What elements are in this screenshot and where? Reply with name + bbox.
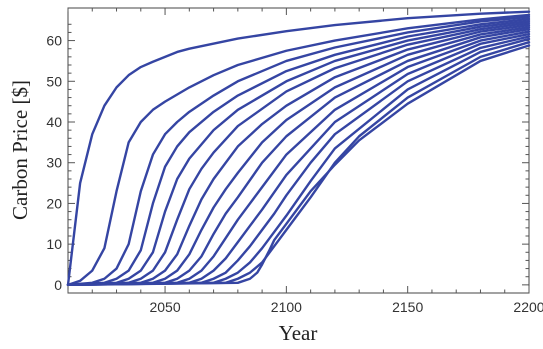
series-lines: [66, 10, 531, 287]
series-line-5: [66, 19, 531, 287]
axis-ticks: [67, 8, 530, 293]
y-tick-label: 50: [46, 73, 62, 89]
series-line-1: [66, 10, 531, 287]
series-line-14: [66, 41, 531, 287]
series-line-8: [66, 25, 531, 287]
x-tick-labels: 2050 2100 2150 2200: [149, 299, 543, 315]
y-tick-label: 10: [46, 236, 62, 252]
series-line-3: [66, 15, 531, 287]
x-tick-label: 2050: [149, 299, 180, 315]
series-line-7: [66, 23, 531, 287]
x-tick-label: 2150: [392, 299, 423, 315]
y-tick-label: 40: [46, 114, 62, 130]
series-line-6: [66, 21, 531, 287]
y-tick-label: 20: [46, 195, 62, 211]
series-line-4: [66, 17, 531, 287]
x-axis-title: Year: [279, 321, 318, 345]
x-tick-label: 2200: [513, 299, 543, 315]
series-line-9: [66, 27, 531, 287]
y-tick-label: 30: [46, 155, 62, 171]
x-tick-label: 2100: [271, 299, 302, 315]
y-tick-label: 0: [54, 277, 62, 293]
series-line-15: [66, 44, 531, 287]
series-line-12: [66, 35, 531, 287]
series-line-11: [66, 32, 531, 287]
series-line-13: [66, 37, 531, 287]
y-axis-title: Carbon Price [$]: [8, 80, 32, 220]
series-line-2: [66, 13, 531, 287]
y-tick-labels: 0 10 20 30 40 50 60: [46, 33, 62, 293]
series-line-10: [66, 30, 531, 287]
y-tick-label: 60: [46, 33, 62, 49]
plot-frame: [67, 7, 530, 294]
